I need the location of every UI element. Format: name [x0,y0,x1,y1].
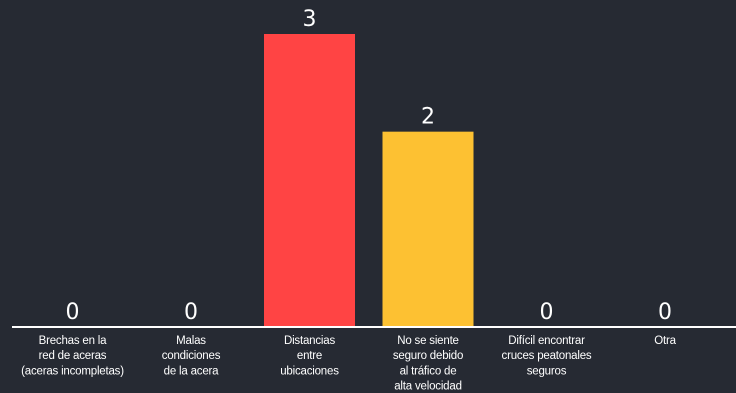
category-label-line: No se siente [397,335,459,347]
category-label-2: Malas condiciones de la acera [162,335,221,377]
value-label-3: 3 [303,7,317,32]
category-label-line: alta velocidad [394,381,462,393]
category-label-line: entre [297,350,322,362]
value-labels-group: 0 0 3 2 0 0 [66,7,673,325]
value-label-2: 0 [184,300,198,325]
bar-3 [264,34,355,327]
category-label-5: Difícil encontrar cruces peatonales seguro… [502,335,592,377]
bar-4 [382,131,474,327]
bars-group [264,34,474,327]
category-label-line: al tráfico de [400,365,457,377]
value-label-5: 0 [540,300,554,325]
value-label-4: 2 [421,105,435,130]
category-label-line: de la acera [164,365,220,377]
category-labels-group: Brechas en la red de aceras (aceras incomp… [21,335,677,393]
value-label-6: 0 [658,300,672,325]
category-label-line: Difícil encontrar [508,335,585,347]
category-label-line: condiciones [162,350,221,362]
category-label-line: cruces peatonales [502,350,592,362]
category-label-line: Distancias [284,335,335,347]
category-label-line: Malas [176,335,206,347]
category-label-4: No se siente seguro debido al tráfico de al… [393,335,463,393]
category-label-line: ubicaciones [280,365,339,377]
value-label-1: 0 [66,300,80,325]
category-label-3: Distancias entre ubicaciones [280,335,339,377]
category-label-line: Brechas en la [39,335,108,347]
category-label-line: red de aceras [39,350,107,362]
category-label-1: Brechas en la red de aceras (aceras incomp… [21,335,124,377]
category-label-line: seguro debido [393,350,463,362]
category-label-line: seguros [527,365,567,377]
category-label-line: Otra [654,335,676,347]
category-label-6: Otra [654,335,676,347]
category-label-line: (aceras incompletas) [21,365,124,377]
